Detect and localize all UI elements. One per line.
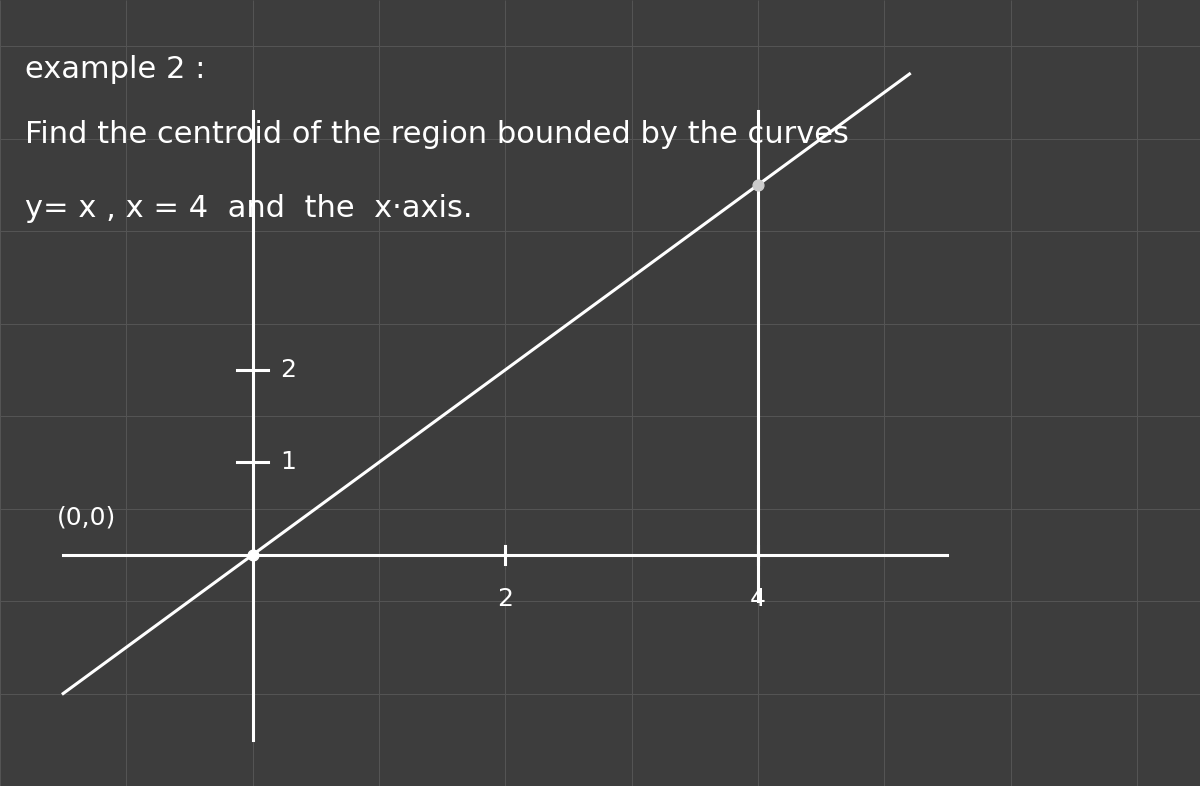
Text: Find the centroid of the region bounded by the curves: Find the centroid of the region bounded … (25, 120, 850, 149)
Text: y= x , x = 4  and  the  x·axis.: y= x , x = 4 and the x·axis. (25, 194, 473, 223)
Text: example 2 :: example 2 : (25, 56, 205, 84)
Text: 4: 4 (750, 587, 766, 612)
Text: 1: 1 (281, 450, 296, 475)
Text: 2: 2 (281, 358, 296, 382)
Text: (0,0): (0,0) (56, 506, 116, 530)
Point (244, 549, 263, 561)
Text: 2: 2 (497, 587, 514, 612)
Point (749, 178, 768, 191)
